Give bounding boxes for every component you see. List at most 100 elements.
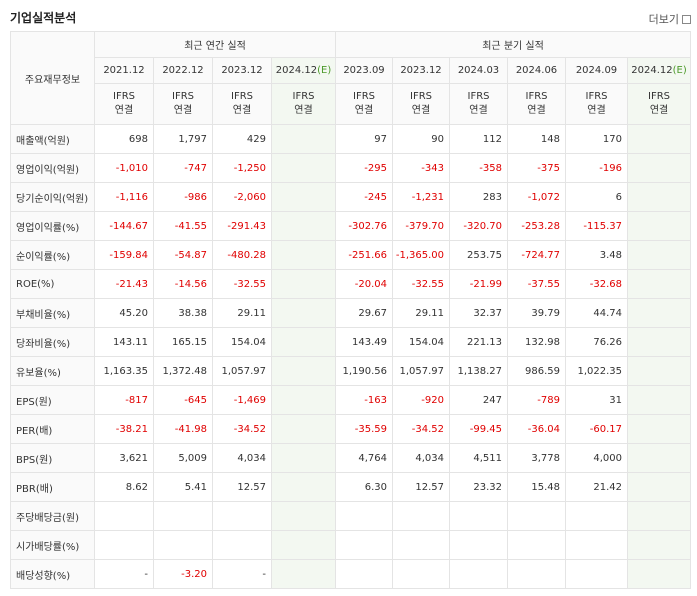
table-cell: 29.11: [212, 298, 272, 328]
table-cell: [271, 356, 336, 386]
ifrs-header: IFRS 연결: [153, 83, 213, 125]
ifrs-label: IFRS: [648, 91, 671, 102]
consolidated-label: 연결: [173, 105, 193, 116]
period-header: 2023.12: [212, 57, 272, 84]
row-label: 영업이익(억원): [10, 153, 95, 183]
table-row: BPS(원) 3,621 5,009 4,034 4,764 4,034 4,511 3,77…: [10, 443, 692, 473]
table-cell: [507, 501, 566, 531]
table-cell: -32.55: [392, 269, 450, 299]
consolidated-label: 연결: [411, 105, 431, 116]
table-cell: [507, 559, 566, 589]
period-label: 2022.12: [162, 65, 204, 76]
ifrs-label: IFRS: [353, 91, 375, 102]
table-cell: [271, 530, 336, 560]
table-cell: [94, 501, 154, 531]
table-row: 영업이익(억원) -1,010 -747 -1,250 -295 -343 -358 -375…: [10, 153, 692, 183]
table-cell: [449, 559, 508, 589]
table-cell: -37.55: [507, 269, 566, 299]
table-cell: -41.55: [153, 211, 213, 241]
table-row: 당좌비율(%) 143.11 165.15 154.04 143.49 154.04 221…: [10, 327, 692, 357]
table-cell: -20.04: [335, 269, 393, 299]
table-cell: [212, 530, 272, 560]
ifrs-header: IFRS 연결: [392, 83, 450, 125]
table-cell: -1,010: [94, 153, 154, 183]
table-cell: -144.67: [94, 211, 154, 241]
table-cell: -1,250: [212, 153, 272, 183]
table-cell: 132.98: [507, 327, 566, 357]
table-cell: 90: [392, 124, 450, 154]
ifrs-label: IFRS: [292, 91, 315, 102]
consolidated-label: 연결: [469, 105, 488, 116]
table-cell: -343: [392, 153, 450, 183]
table-cell: 154.04: [392, 327, 450, 357]
table-cell: [271, 559, 336, 589]
period-header: 2024.12(E): [626, 57, 692, 84]
period-header: 2021.12: [94, 57, 154, 84]
row-label: 시가배당률(%): [10, 530, 95, 560]
table-cell: [392, 559, 450, 589]
table-row: EPS(원) -817 -645 -1,469 -163 -920 247 -789 31: [10, 385, 692, 415]
ifrs-header: IFRS 연결: [271, 83, 336, 125]
table-cell: [507, 530, 566, 560]
ifrs-header: IFRS 연결: [507, 83, 566, 125]
row-label: 부채비율(%): [10, 298, 95, 328]
table-cell: [565, 530, 628, 560]
table-cell: [271, 153, 336, 183]
table-row: PER(배) -38.21 -41.98 -34.52 -35.59 -34.52 -99.…: [10, 414, 692, 444]
table-cell: -1,231: [392, 182, 450, 212]
table-cell: -196: [565, 153, 628, 183]
period-header: 2024.03: [449, 57, 508, 84]
table-cell: [626, 182, 692, 212]
table-cell: -159.84: [94, 240, 154, 270]
table-cell: 38.38: [153, 298, 213, 328]
table-cell: -245: [335, 182, 393, 212]
consolidated-label: 연결: [232, 105, 252, 116]
table-cell: 3,778: [507, 443, 566, 473]
more-link[interactable]: 더보기: [649, 11, 691, 27]
table-cell: [94, 530, 154, 560]
table-cell: -54.87: [153, 240, 213, 270]
table-cell: 283: [449, 182, 508, 212]
table-cell: 4,511: [449, 443, 508, 473]
period-header: 2023.12: [392, 57, 450, 84]
table-cell: 1,057.97: [392, 356, 450, 386]
table-cell: [392, 530, 450, 560]
table-cell: -41.98: [153, 414, 213, 444]
consolidated-label: 연결: [114, 105, 134, 116]
estimate-marker: (E): [672, 65, 687, 76]
period-label: 2024.06: [515, 65, 558, 76]
table-cell: 1,163.35: [94, 356, 154, 386]
table-cell: [626, 240, 692, 270]
row-label: PBR(배): [10, 472, 95, 502]
table-cell: -38.21: [94, 414, 154, 444]
table-cell: [153, 501, 213, 531]
table-cell: -34.52: [212, 414, 272, 444]
table-cell: [626, 153, 692, 183]
consolidated-label: 연결: [354, 105, 374, 116]
consolidated-label: 연결: [527, 105, 546, 116]
row-label: 배당성향(%): [10, 559, 95, 589]
table-cell: -163: [335, 385, 393, 415]
table-cell: 29.67: [335, 298, 393, 328]
period-label: 2024.09: [575, 65, 618, 76]
table-row: 시가배당률(%): [10, 530, 692, 560]
table-cell: 253.75: [449, 240, 508, 270]
more-box-icon: [682, 14, 691, 24]
table-cell: 143.49: [335, 327, 393, 357]
row-label: 순이익률(%): [10, 240, 95, 270]
table-cell: -375: [507, 153, 566, 183]
table-cell: -480.28: [212, 240, 272, 270]
table-cell: 221.13: [449, 327, 508, 357]
ifrs-label: IFRS: [467, 91, 490, 102]
table-cell: -: [94, 559, 154, 589]
row-label: ROE(%): [10, 269, 95, 299]
consolidated-label: 연결: [649, 105, 669, 116]
table-cell: [449, 501, 508, 531]
section-title: 기업실적분석: [10, 11, 77, 25]
corner-label: 주요재무정보: [10, 31, 95, 125]
table-cell: -14.56: [153, 269, 213, 299]
period-label: 2023.12: [400, 65, 442, 76]
table-cell: -253.28: [507, 211, 566, 241]
table-cell: -: [212, 559, 272, 589]
